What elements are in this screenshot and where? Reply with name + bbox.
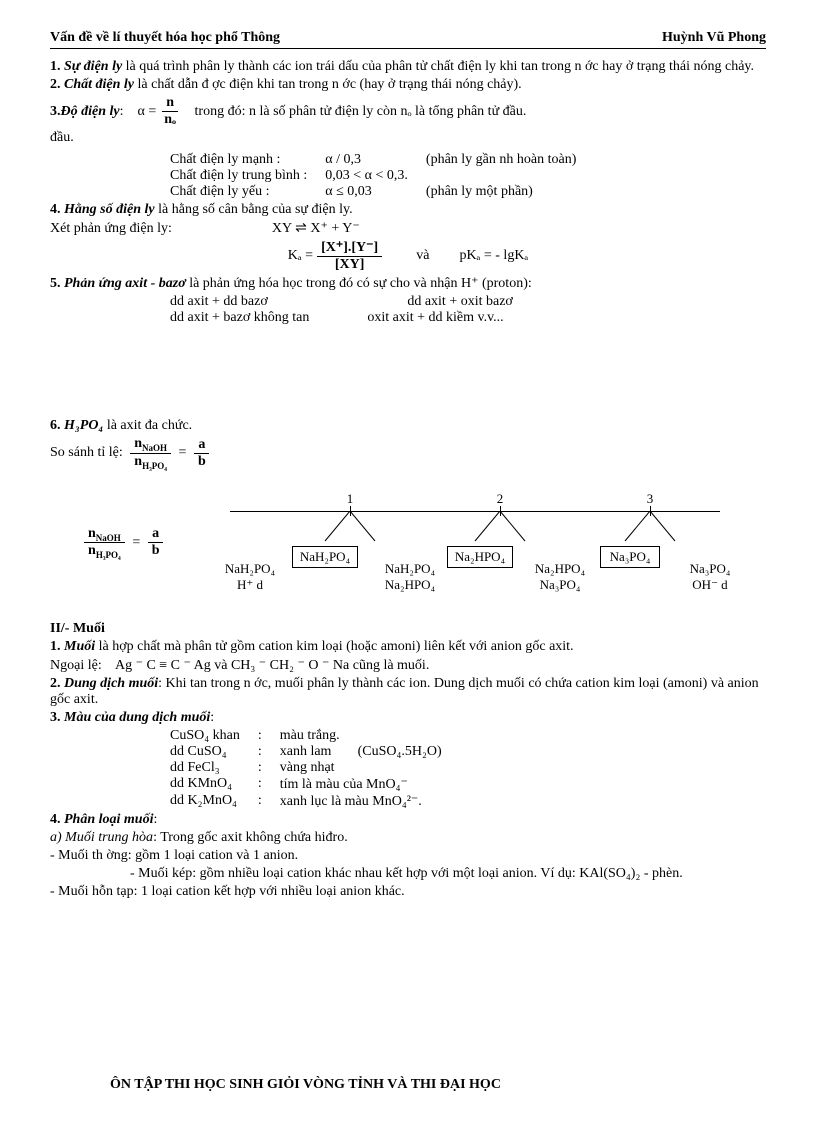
section-II-title: II/- Muối — [50, 621, 766, 637]
section-4: 4. Hằng số điện ly là hằng số cân bằng c… — [50, 202, 766, 218]
section-6: 6. H₃PO₄ là axit đa chức. — [50, 418, 766, 434]
ratio-row: So sánh tỉ lệ: nNaOH nH₃PO₄ = a b — [50, 436, 766, 471]
color-table: CuSO₄ khan:màu trắng. dd CuSO₄:xanh lam(… — [170, 728, 460, 810]
page-header: Vấn đề về lí thuyết hóa học phổ Thông Hu… — [50, 30, 766, 49]
ka-equation: Kₐ = [X⁺].[Y⁻] [XY] và pKₐ = - lgKₐ — [50, 239, 766, 273]
header-right: Huỳnh Vũ Phong — [662, 30, 766, 46]
section-3: 3. Độ điện ly: α = n nₒ trong đó: n là s… — [50, 95, 766, 128]
header-left: Vấn đề về lí thuyết hóa học phổ Thông — [50, 30, 280, 46]
muoi-4: 4. Phân loại muối: — [50, 812, 766, 828]
muoi-3: 3. Màu của dung dịch muối: — [50, 710, 766, 726]
phosphate-diagram: nNaOH nH₃PO₄ = a b 1 2 3 — [50, 491, 766, 611]
muoi-2: 2. Dung dịch muối: Khi tan trong n ớc, m… — [50, 676, 766, 708]
muoi-1: 1. Muối là hợp chất mà phân tử gồm catio… — [50, 639, 766, 655]
section-5: 5. Phản ứng axit - bazơ là phản ứng hóa … — [50, 275, 766, 292]
document-page: Vấn đề về lí thuyết hóa học phổ Thông Hu… — [0, 0, 816, 1123]
alpha-table: Chất điện ly mạnh : α / 0,3 (phân ly gần… — [170, 152, 594, 200]
alpha-fraction: n nₒ — [160, 95, 180, 128]
section-2: 2. Chất điện ly là chất dẫn đ ợc điện kh… — [50, 77, 766, 93]
page-footer: ÔN TẬP THI HỌC SINH GIỎI VÒNG TỈNH VÀ TH… — [110, 1077, 501, 1093]
section-1: 1. Sự điện ly là quá trình phân ly thành… — [50, 59, 766, 75]
